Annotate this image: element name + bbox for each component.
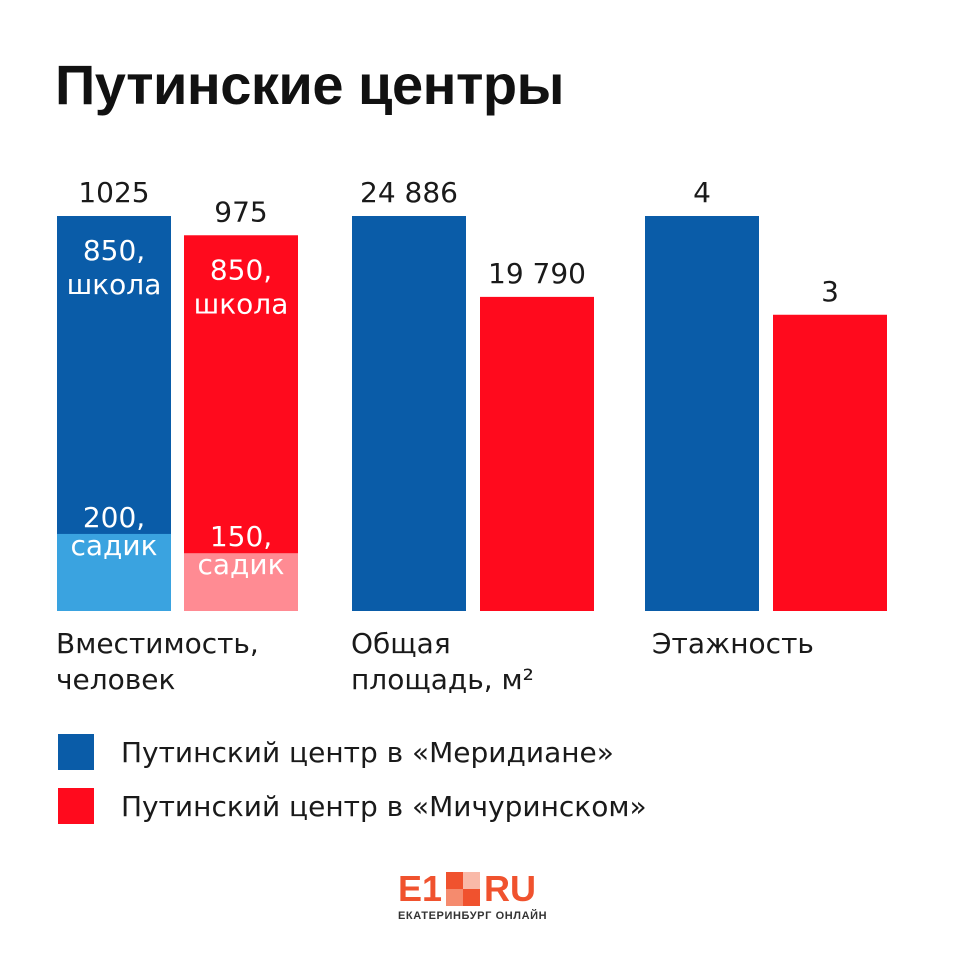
logo-tagline: ЕКАТЕРИНБУРГ ОНЛАЙН — [398, 910, 548, 922]
segment-label-kindergarten-value-0: 200, — [83, 501, 145, 534]
logo-right-text: RU — [484, 868, 537, 909]
legend-swatch-meridian — [58, 734, 94, 770]
legend-swatch-michurinsky — [58, 788, 94, 824]
segment-label-school-text-1: школа — [194, 287, 289, 320]
bar-total-label-0-0: 1025 — [78, 176, 149, 209]
bar-total-label-1-1: 19 790 — [488, 257, 586, 290]
category-label-floors: Этажность — [652, 627, 814, 660]
logo-squares-icon — [446, 872, 481, 906]
segment-label-school-value-0: 850, — [83, 234, 145, 267]
logo-left-text: E1 — [398, 868, 443, 909]
legend-label-michurinsky: Путинский центр в «Мичуринском» — [121, 789, 647, 823]
segment-label-kindergarten-text-1: садик — [197, 548, 284, 581]
legend-label-meridian: Путинский центр в «Меридиане» — [121, 735, 614, 769]
legend-item-michurinsky: Путинский центр в «Мичуринском» — [58, 786, 647, 826]
category-label-area: Общая площадь, м² — [351, 627, 534, 696]
segment-label-school-value-1: 850, — [210, 253, 272, 286]
bar-2-1 — [773, 314, 887, 611]
category-label-capacity: Вместимость, человек — [56, 627, 259, 696]
bar-1-1 — [480, 296, 594, 611]
bar-2-0 — [645, 216, 759, 611]
legend-item-meridian: Путинский центр в «Меридиане» — [58, 732, 614, 772]
bar-segment-kindergarten-0-0 — [57, 533, 171, 611]
bar-total-label-0-1: 975 — [214, 195, 267, 228]
bar-total-label-1-0: 24 886 — [360, 176, 458, 209]
segment-label-school-text-0: школа — [67, 268, 162, 301]
e1-logo: E1 RU ЕКАТЕРИНБУРГ ОНЛАЙН — [398, 868, 568, 923]
segment-label-kindergarten-text-0: садик — [70, 529, 157, 562]
bar-segment-kindergarten-0-1 — [184, 553, 298, 611]
bar-1-0 — [352, 216, 466, 611]
bar-total-label-2-0: 4 — [693, 176, 711, 209]
bar-0-1 — [184, 235, 298, 611]
segment-label-kindergarten-value-1: 150, — [210, 520, 272, 553]
bar-total-label-2-1: 3 — [821, 275, 839, 308]
chart-title: Путинские центры — [55, 53, 564, 116]
